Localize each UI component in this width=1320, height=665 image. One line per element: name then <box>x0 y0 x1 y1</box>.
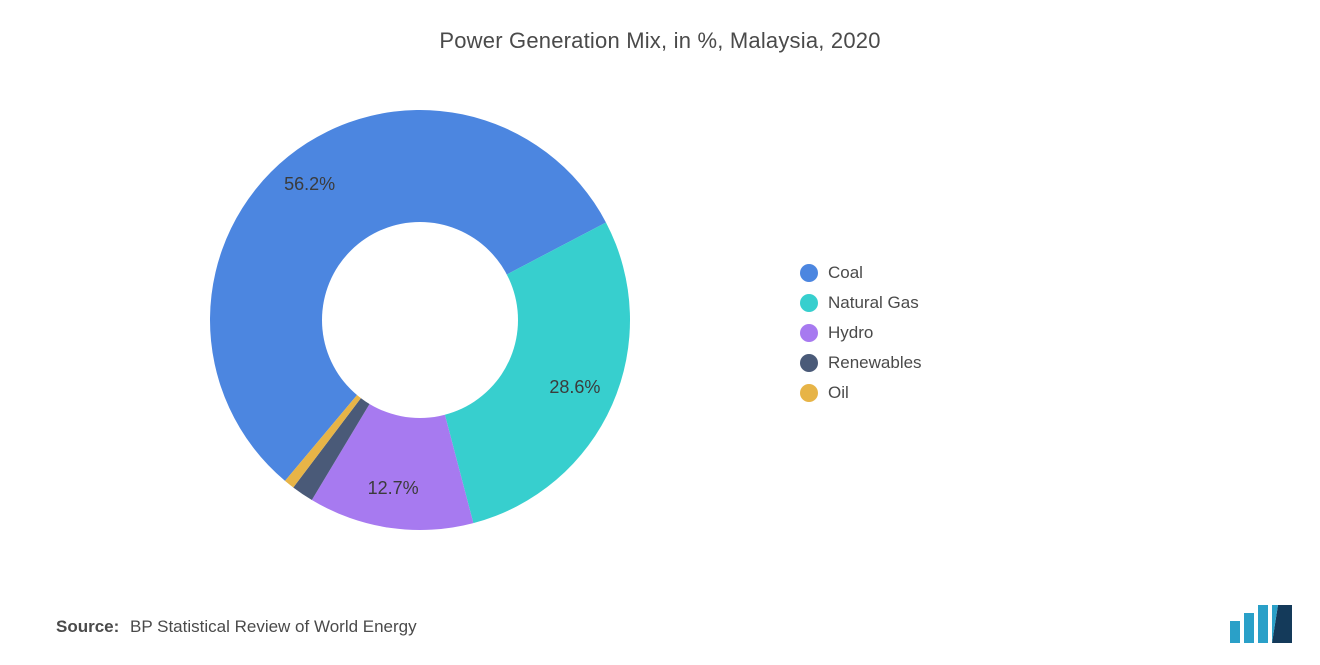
legend-item-coal: Coal <box>800 258 922 288</box>
legend: Coal Natural Gas Hydro Renewables Oil <box>800 258 922 408</box>
source-label: Source: <box>56 617 119 636</box>
legend-item-hydro: Hydro <box>800 318 922 348</box>
legend-swatch <box>800 354 818 372</box>
legend-swatch <box>800 324 818 342</box>
legend-swatch <box>800 384 818 402</box>
donut-chart: 56.2% 28.6% 12.7% <box>200 100 640 540</box>
legend-label: Renewables <box>828 353 922 373</box>
source-text: BP Statistical Review of World Energy <box>130 617 417 636</box>
legend-swatch <box>800 264 818 282</box>
slice-label-hydro: 12.7% <box>368 478 419 499</box>
slice-label-coal: 56.2% <box>284 174 335 195</box>
slice-label-natural-gas: 28.6% <box>549 377 600 398</box>
legend-item-renewables: Renewables <box>800 348 922 378</box>
legend-label: Oil <box>828 383 849 403</box>
chart-title: Power Generation Mix, in %, Malaysia, 20… <box>0 28 1320 54</box>
legend-label: Coal <box>828 263 863 283</box>
donut-svg <box>200 100 640 540</box>
chart-canvas: Power Generation Mix, in %, Malaysia, 20… <box>0 0 1320 665</box>
brand-logo-icon <box>1228 605 1292 645</box>
source-line: Source: BP Statistical Review of World E… <box>56 617 417 637</box>
legend-item-natural-gas: Natural Gas <box>800 288 922 318</box>
legend-swatch <box>800 294 818 312</box>
legend-item-oil: Oil <box>800 378 922 408</box>
legend-label: Hydro <box>828 323 873 343</box>
legend-label: Natural Gas <box>828 293 919 313</box>
